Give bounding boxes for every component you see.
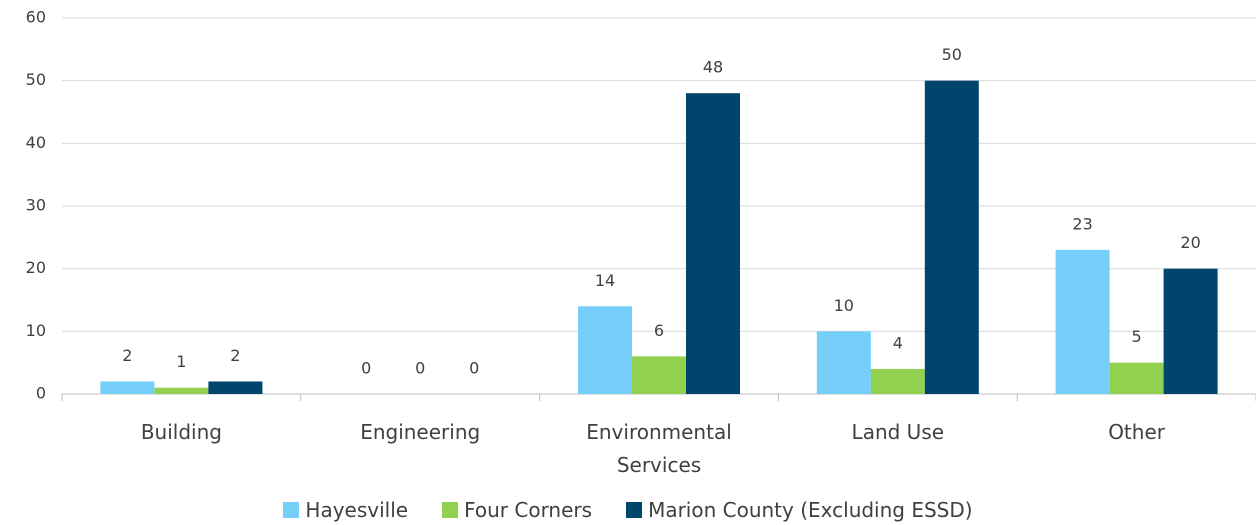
bar xyxy=(100,381,155,394)
bar xyxy=(1163,268,1218,394)
data-label: 10 xyxy=(834,296,854,315)
legend-label: Four Corners xyxy=(464,498,593,522)
data-label: 0 xyxy=(469,359,479,378)
bar xyxy=(208,381,263,394)
x-tick-label: Other xyxy=(1108,420,1165,444)
bar xyxy=(632,356,686,394)
data-label: 5 xyxy=(1132,327,1142,346)
legend-label: Marion County (Excluding ESSD) xyxy=(648,498,973,522)
bar xyxy=(1055,249,1110,394)
data-label: 2 xyxy=(122,346,132,365)
data-label: 14 xyxy=(595,271,615,290)
legend: Hayesville Four Corners Marion County (Exc… xyxy=(0,498,1256,522)
data-label: 23 xyxy=(1072,214,1092,233)
y-tick-label: 0 xyxy=(36,384,46,403)
bar xyxy=(154,387,209,394)
data-label: 6 xyxy=(654,321,664,340)
x-tick-label: Building xyxy=(140,420,222,444)
legend-label: Hayesville xyxy=(305,498,409,522)
bar xyxy=(816,331,871,394)
legend-swatch xyxy=(442,502,459,518)
data-label: 20 xyxy=(1180,233,1200,252)
data-label: 1 xyxy=(176,352,186,371)
x-tick-label: Land Use xyxy=(851,420,945,444)
legend-swatch xyxy=(283,502,300,518)
y-tick-label: 10 xyxy=(26,321,46,340)
bar xyxy=(1109,362,1164,394)
x-tick-label: Engineering xyxy=(360,420,481,444)
bar xyxy=(686,93,740,394)
y-tick-label: 40 xyxy=(26,133,46,152)
y-tick-label: 20 xyxy=(26,258,46,277)
y-tick-label: 50 xyxy=(26,70,46,89)
y-tick-label: 30 xyxy=(26,196,46,215)
bar xyxy=(924,80,979,395)
data-label: 0 xyxy=(415,359,425,378)
legend-item: Marion County (Excluding ESSD) xyxy=(626,498,973,522)
x-tick-label: Environmental Services xyxy=(586,420,732,477)
legend-item: Hayesville xyxy=(283,498,408,522)
data-label: 0 xyxy=(361,359,371,378)
legend-item: Four Corners xyxy=(442,498,592,522)
data-label: 2 xyxy=(230,346,240,365)
data-label: 4 xyxy=(893,333,903,352)
data-label: 48 xyxy=(703,58,723,77)
y-tick-label: 60 xyxy=(26,8,46,27)
legend-swatch xyxy=(626,502,643,518)
data-label: 50 xyxy=(942,45,962,64)
bar xyxy=(870,368,925,394)
bar xyxy=(578,306,632,394)
